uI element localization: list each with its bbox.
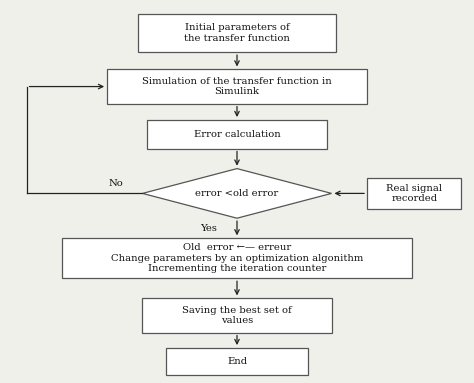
- FancyBboxPatch shape: [367, 178, 462, 209]
- Polygon shape: [143, 169, 331, 218]
- Text: End: End: [227, 357, 247, 366]
- Text: Initial parameters of
the transfer function: Initial parameters of the transfer funct…: [184, 23, 290, 43]
- FancyBboxPatch shape: [62, 238, 412, 278]
- Text: Simulation of the transfer function in
Simulink: Simulation of the transfer function in S…: [142, 77, 332, 96]
- FancyBboxPatch shape: [147, 120, 327, 149]
- Text: Old  error ←— erreur
Change parameters by an optimization algonithm
Incrementing: Old error ←— erreur Change parameters by…: [111, 243, 363, 273]
- Text: No: No: [109, 179, 124, 188]
- FancyBboxPatch shape: [107, 69, 367, 104]
- Text: Yes: Yes: [200, 224, 217, 233]
- FancyBboxPatch shape: [138, 14, 336, 52]
- FancyBboxPatch shape: [143, 298, 331, 333]
- FancyBboxPatch shape: [166, 348, 308, 375]
- Text: error <old error: error <old error: [195, 189, 279, 198]
- Text: Saving the best set of
values: Saving the best set of values: [182, 306, 292, 325]
- Text: Error calculation: Error calculation: [193, 130, 281, 139]
- Text: Real signal
recorded: Real signal recorded: [386, 184, 442, 203]
